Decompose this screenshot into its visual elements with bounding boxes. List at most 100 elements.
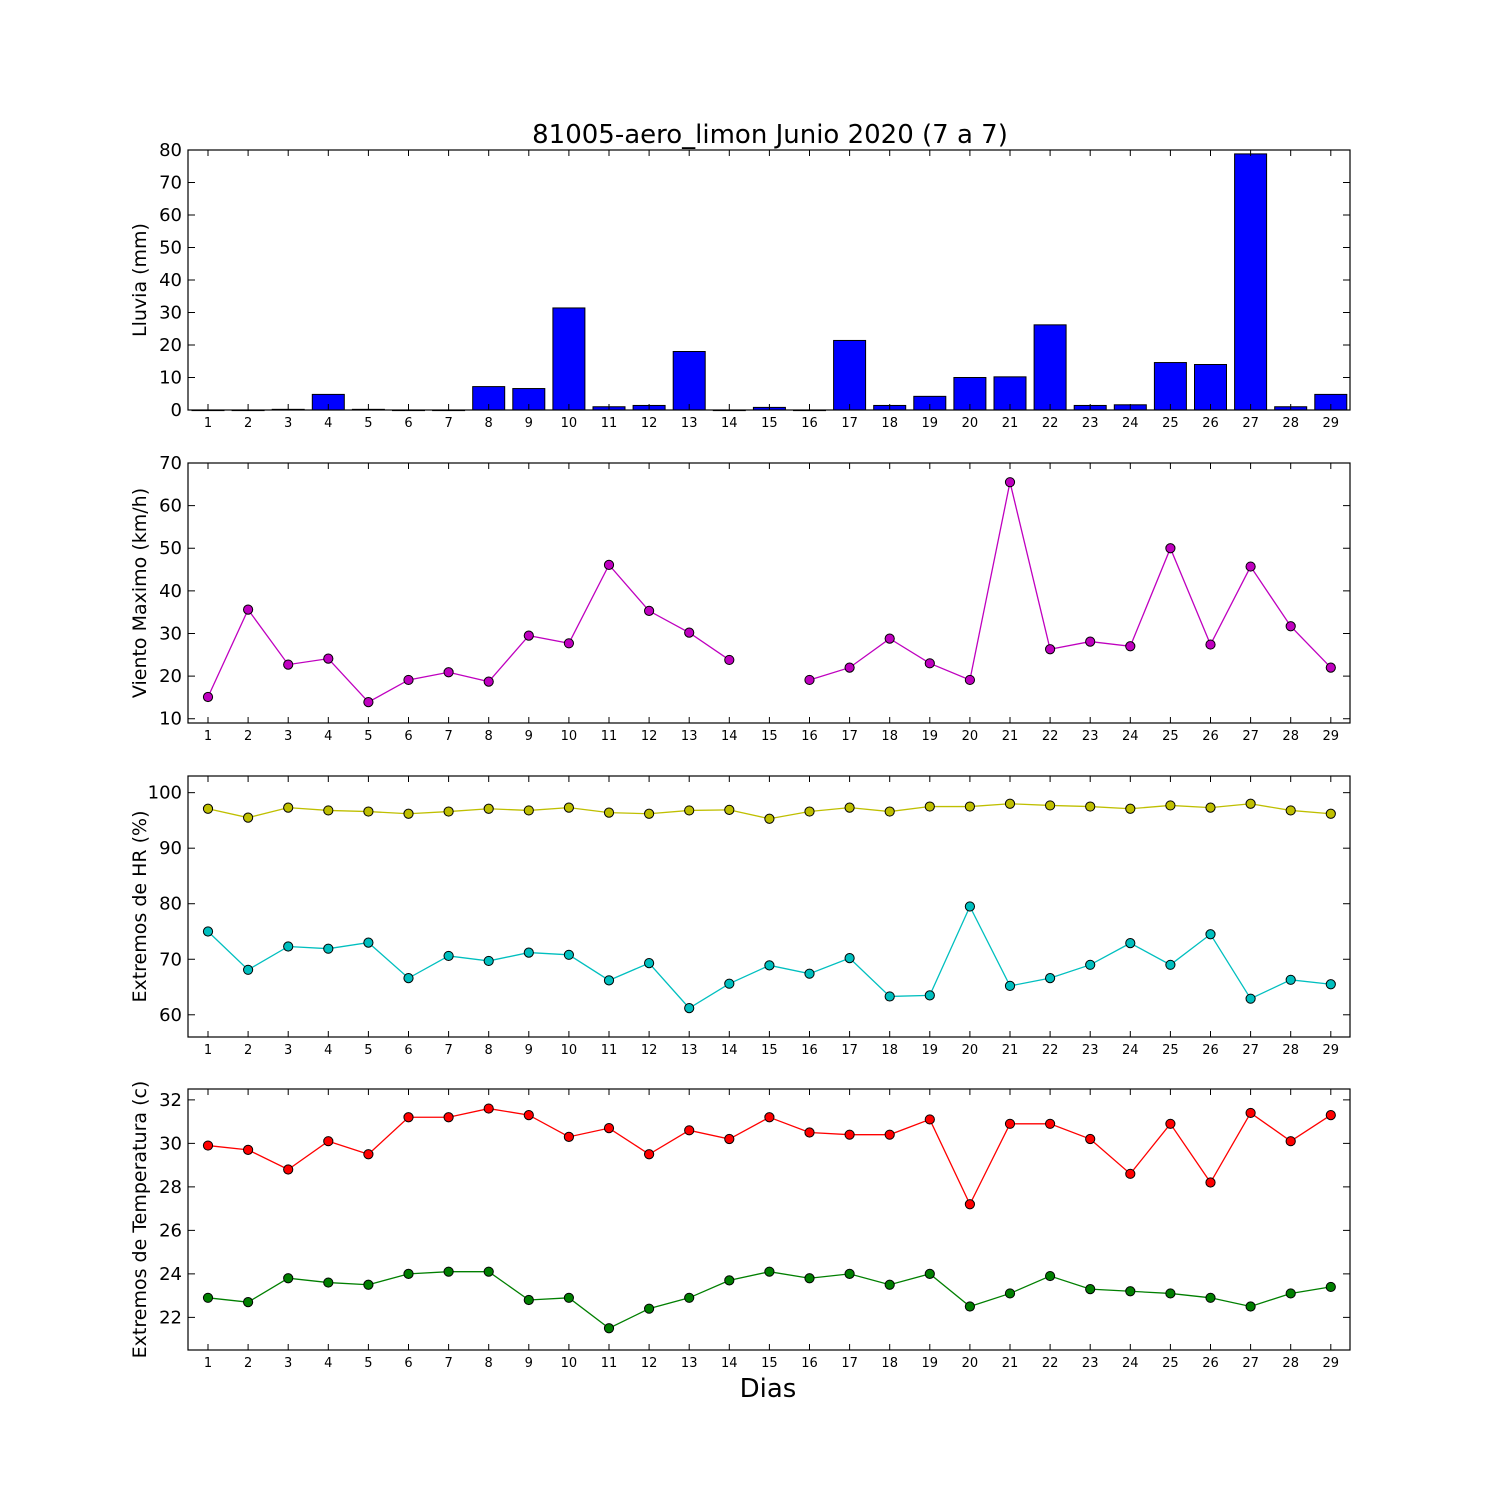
series-1-point-day-1 (202, 1292, 214, 1303)
series-0-point-day-17 (844, 1129, 855, 1140)
x-tick-label: 11 (601, 1356, 618, 1371)
x-tick-label: 21 (1002, 1356, 1019, 1371)
x-tick-label: 24 (1122, 416, 1139, 431)
series-0-point-day-20 (964, 801, 976, 812)
x-tick-label: 13 (681, 1043, 698, 1058)
x-tick-label: 20 (962, 416, 979, 431)
x-tick-label: 25 (1162, 729, 1179, 744)
series-1-point-day-18 (884, 991, 895, 1002)
series-0-point-day-17 (844, 662, 855, 673)
x-tick-label: 23 (1082, 1043, 1099, 1058)
series-0-point-day-14 (724, 804, 735, 815)
bar-day-22 (1033, 324, 1067, 411)
series-0-point-day-28 (1285, 1136, 1296, 1147)
series-1-point-day-12 (644, 1303, 655, 1314)
series-1-point-day-1 (202, 926, 214, 937)
series-1-point-day-6 (403, 1268, 414, 1279)
series-1-point-day-29 (1325, 1281, 1336, 1293)
x-tick-label: 6 (404, 1356, 412, 1371)
series-0-point-day-29 (1325, 1110, 1336, 1121)
x-axis-label: Dias (740, 1374, 797, 1404)
x-tick-label: 29 (1323, 1043, 1340, 1058)
x-tick-label: 7 (444, 416, 452, 431)
series-0-point-day-2 (243, 812, 254, 823)
x-tick-label: 14 (721, 1043, 738, 1058)
series-1-point-day-24 (1125, 1286, 1136, 1297)
series-0-point-day-24 (1125, 803, 1136, 814)
x-tick-label: 6 (404, 1043, 412, 1058)
series-1-point-day-23 (1085, 959, 1096, 970)
series-0-point-day-23 (1085, 801, 1096, 812)
series-1-point-day-19 (924, 990, 935, 1001)
x-tick-label: 22 (1042, 416, 1059, 431)
x-tick-label: 5 (364, 416, 372, 431)
y-tick-label: 40 (159, 270, 182, 291)
series-1-point-day-5 (363, 937, 374, 948)
x-tick-label: 9 (525, 729, 533, 744)
series-0-point-day-18 (884, 806, 895, 817)
series-1-point-day-2 (243, 964, 254, 975)
x-tick-label: 28 (1282, 1043, 1299, 1058)
x-tick-label: 27 (1242, 729, 1259, 744)
series-1-point-day-12 (644, 958, 655, 969)
series-0-point-day-23 (1085, 636, 1096, 647)
x-tick-label: 4 (324, 1356, 332, 1371)
series-0-point-day-4 (323, 1136, 334, 1147)
x-tick-label: 3 (284, 1356, 292, 1371)
series-0-point-day-8 (483, 676, 494, 687)
series-0-point-day-13 (684, 805, 695, 816)
series-1-point-day-27 (1245, 1301, 1256, 1312)
x-tick-label: 18 (881, 729, 898, 744)
x-tick-label: 19 (922, 729, 939, 744)
series-1-point-day-4 (323, 943, 334, 954)
series-1-point-day-27 (1245, 993, 1256, 1004)
y-tick-label: 28 (159, 1177, 182, 1198)
x-tick-label: 4 (324, 729, 332, 744)
series-1-point-day-2 (243, 1297, 254, 1308)
chart-title: 81005-aero_limon Junio 2020 (7 a 7) (532, 120, 1008, 150)
x-tick-label: 12 (641, 416, 658, 431)
x-tick-label: 16 (801, 1043, 818, 1058)
series-0-point-day-16 (804, 674, 815, 686)
series-0-point-day-3 (283, 659, 294, 670)
series-0-point-day-1 (202, 803, 214, 814)
y-tick-label: 50 (159, 238, 182, 259)
x-tick-label: 4 (324, 416, 332, 431)
x-tick-label: 21 (1002, 1043, 1019, 1058)
series-0-point-day-3 (283, 802, 294, 813)
bar-day-27 (1234, 153, 1268, 411)
series-0-point-day-9 (523, 630, 534, 641)
x-tick-label: 8 (485, 729, 493, 744)
series-1-point-day-5 (363, 1279, 374, 1290)
series-1-point-day-6 (403, 973, 414, 984)
series-0-point-day-19 (924, 1114, 935, 1125)
x-tick-label: 27 (1242, 1043, 1259, 1058)
x-tick-label: 17 (841, 1356, 858, 1371)
x-tick-label: 12 (641, 729, 658, 744)
series-0-point-day-24 (1125, 1168, 1136, 1179)
series-0-point-day-16 (804, 1127, 815, 1138)
x-tick-label: 15 (761, 729, 778, 744)
y-axis-label-temperatura: Extremos de Temperatura (c) (129, 1081, 151, 1359)
series-0-point-day-17 (844, 802, 855, 813)
series-1-point-day-24 (1125, 938, 1136, 949)
y-tick-label: 70 (159, 949, 182, 970)
x-tick-label: 29 (1323, 729, 1340, 744)
x-tick-label: 24 (1122, 1043, 1139, 1058)
series-1-point-day-22 (1045, 973, 1056, 984)
x-tick-label: 8 (485, 1043, 493, 1058)
y-tick-label: 10 (159, 368, 182, 389)
series-0-point-day-14 (724, 1133, 735, 1145)
series-0-point-day-27 (1245, 1107, 1256, 1119)
bar-day-26 (1194, 364, 1227, 411)
x-tick-label: 10 (561, 1043, 578, 1058)
series-1-point-day-11 (603, 1323, 615, 1334)
x-tick-label: 1 (204, 1043, 212, 1058)
series-0-point-day-3 (283, 1164, 294, 1175)
series-1-point-day-8 (483, 1266, 494, 1277)
x-tick-label: 26 (1202, 1043, 1219, 1058)
series-0-point-day-21 (1004, 477, 1016, 488)
series-0-point-day-22 (1045, 644, 1056, 655)
